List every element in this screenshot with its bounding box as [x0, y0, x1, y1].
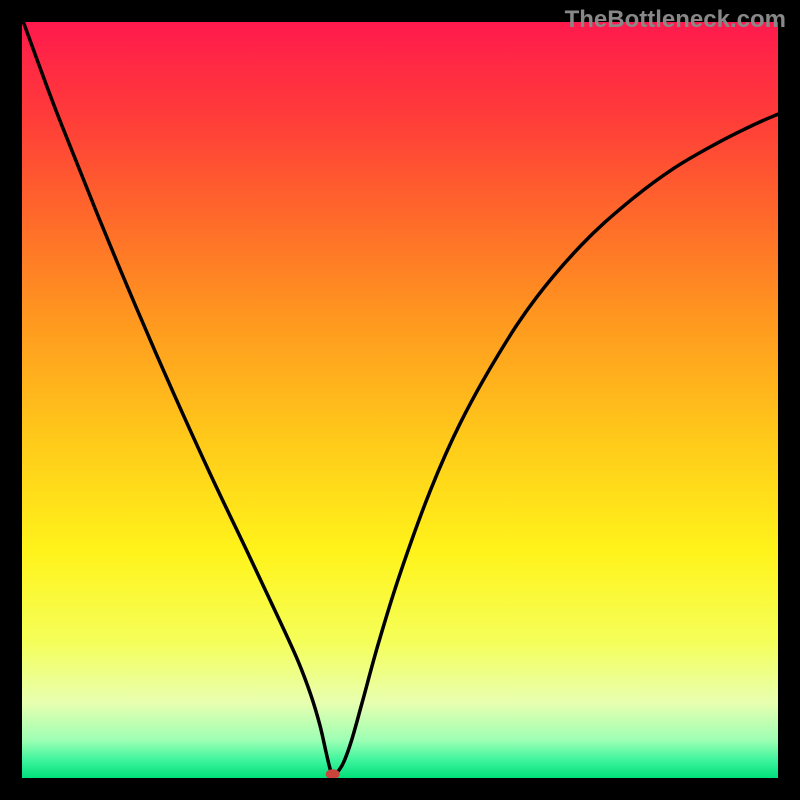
watermark-text: TheBottleneck.com	[565, 6, 786, 34]
chart-background	[22, 22, 778, 778]
chart-container: { "watermark": { "text": "TheBottleneck.…	[0, 0, 800, 800]
minimum-marker	[326, 769, 340, 779]
chart-svg	[0, 0, 800, 800]
